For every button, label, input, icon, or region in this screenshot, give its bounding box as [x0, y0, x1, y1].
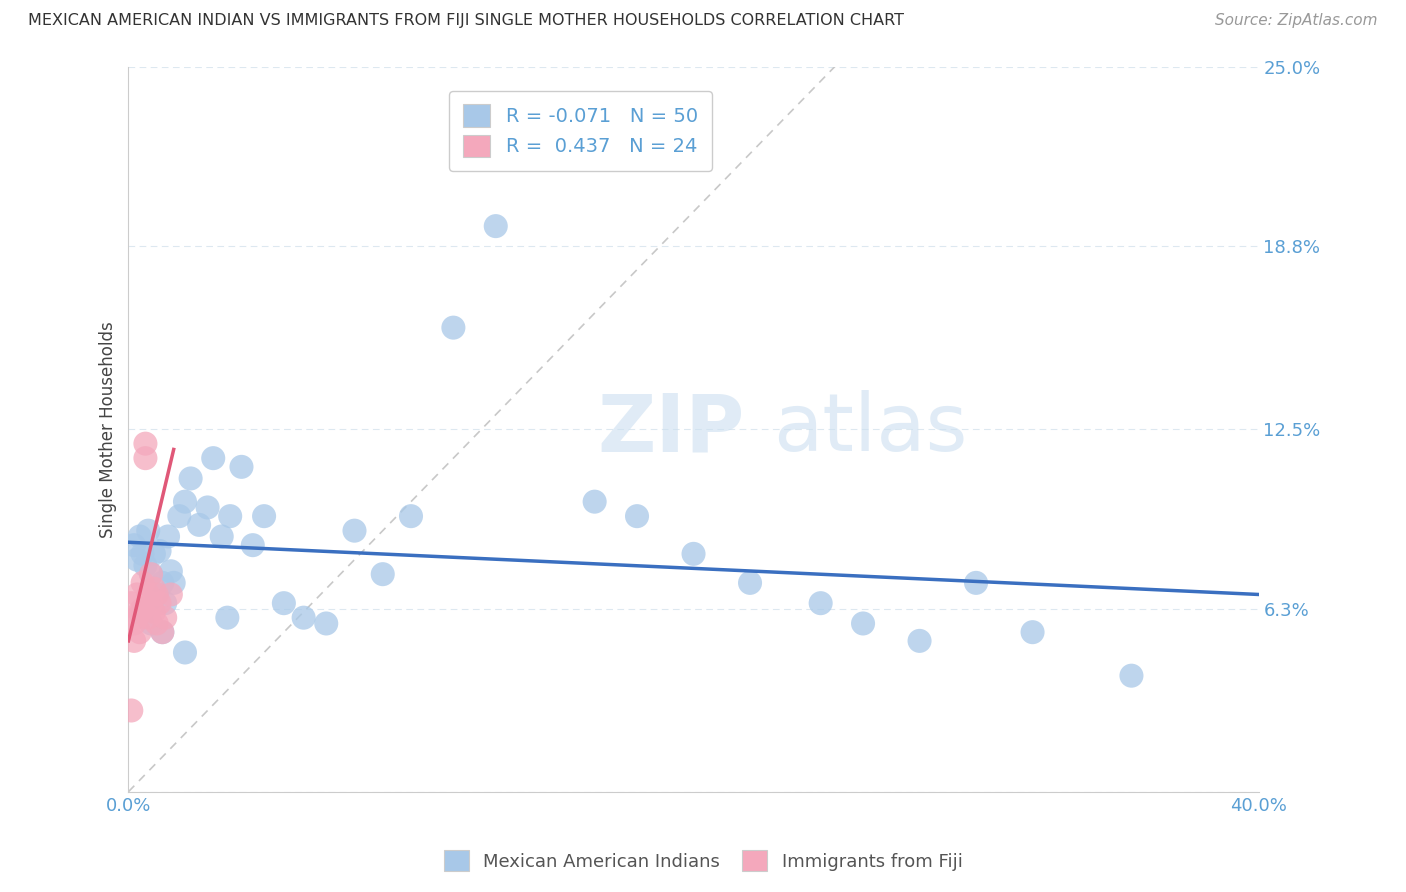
Point: [219, 509, 242, 524]
Point: [150, 575, 173, 590]
Point: [134, 436, 156, 450]
Point: [174, 494, 197, 508]
Point: [139, 596, 162, 610]
Point: [142, 582, 165, 596]
Point: [169, 509, 191, 524]
Point: [583, 494, 606, 508]
Point: [180, 471, 202, 485]
Point: [399, 509, 422, 524]
Point: [139, 567, 162, 582]
Point: [122, 616, 145, 631]
Point: [273, 596, 295, 610]
Point: [153, 596, 176, 610]
Point: [131, 605, 153, 619]
Point: [1121, 668, 1143, 682]
Point: [145, 587, 167, 601]
Text: atlas: atlas: [773, 390, 967, 468]
Point: [188, 517, 211, 532]
Point: [371, 567, 394, 582]
Point: [131, 547, 153, 561]
Text: ZIP: ZIP: [598, 390, 745, 468]
Legend: Mexican American Indians, Immigrants from Fiji: Mexican American Indians, Immigrants fro…: [436, 843, 970, 879]
Point: [202, 451, 225, 466]
Point: [134, 558, 156, 573]
Point: [738, 575, 761, 590]
Point: [343, 524, 366, 538]
Point: [160, 587, 183, 601]
Point: [145, 587, 167, 601]
Point: [292, 610, 315, 624]
Point: [810, 596, 832, 610]
Point: [485, 219, 508, 233]
Point: [174, 645, 197, 659]
Point: [150, 625, 173, 640]
Point: [163, 575, 186, 590]
Point: [908, 633, 931, 648]
Point: [125, 587, 148, 601]
Point: [131, 602, 153, 616]
Point: [120, 596, 142, 610]
Point: [128, 625, 150, 640]
Text: MEXICAN AMERICAN INDIAN VS IMMIGRANTS FROM FIJI SINGLE MOTHER HOUSEHOLDS CORRELA: MEXICAN AMERICAN INDIAN VS IMMIGRANTS FR…: [28, 13, 904, 29]
Point: [142, 605, 165, 619]
Point: [125, 610, 148, 624]
Point: [128, 605, 150, 619]
Point: [150, 625, 173, 640]
Point: [122, 538, 145, 552]
Point: [120, 704, 142, 718]
Point: [145, 616, 167, 631]
Point: [157, 529, 180, 543]
Y-axis label: Single Mother Households: Single Mother Households: [100, 321, 117, 538]
Point: [153, 610, 176, 624]
Point: [242, 538, 264, 552]
Point: [125, 552, 148, 566]
Point: [139, 567, 162, 582]
Point: [536, 146, 558, 161]
Point: [136, 524, 159, 538]
Point: [211, 529, 233, 543]
Point: [131, 575, 153, 590]
Point: [441, 320, 464, 334]
Point: [134, 451, 156, 466]
Point: [965, 575, 987, 590]
Point: [315, 616, 337, 631]
Text: Source: ZipAtlas.com: Source: ZipAtlas.com: [1215, 13, 1378, 29]
Point: [852, 616, 875, 631]
Point: [122, 633, 145, 648]
Point: [128, 529, 150, 543]
Point: [136, 587, 159, 601]
Point: [160, 564, 183, 578]
Point: [253, 509, 276, 524]
Point: [148, 544, 170, 558]
Point: [139, 616, 162, 631]
Point: [148, 596, 170, 610]
Point: [142, 547, 165, 561]
Legend: R = -0.071   N = 50, R =  0.437   N = 24: R = -0.071 N = 50, R = 0.437 N = 24: [450, 91, 711, 170]
Point: [197, 500, 219, 515]
Point: [136, 610, 159, 624]
Point: [626, 509, 648, 524]
Point: [1021, 625, 1043, 640]
Point: [231, 459, 253, 474]
Point: [217, 610, 239, 624]
Point: [682, 547, 704, 561]
